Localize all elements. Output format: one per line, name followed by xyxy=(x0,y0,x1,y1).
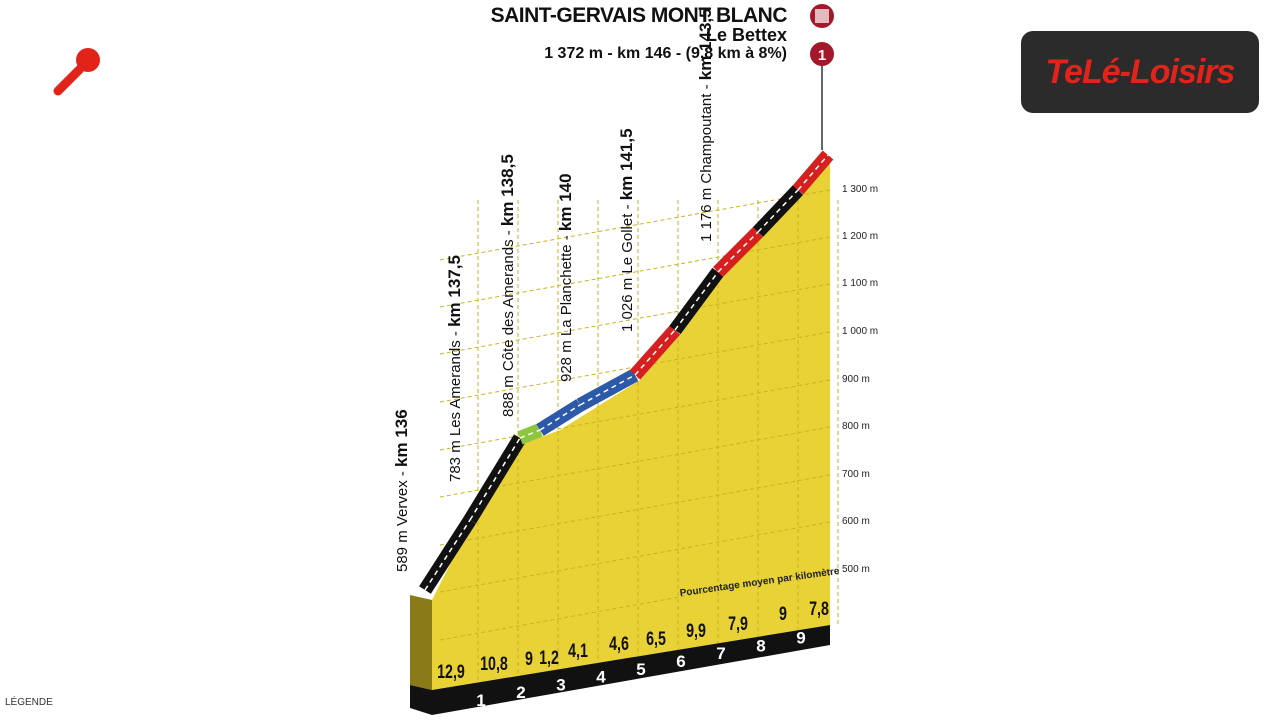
elevation-gridline xyxy=(439,283,831,355)
waypoint-km: km 140 xyxy=(556,173,575,232)
terrain-fill xyxy=(432,160,830,690)
svg-text:1: 1 xyxy=(818,47,826,64)
elevation-gridline xyxy=(439,236,831,308)
km-mark: 5 xyxy=(636,660,645,679)
waypoint-label: 589 m Vervex - km 136 xyxy=(392,409,412,572)
road-centerline xyxy=(634,329,676,376)
elevation-tick: 700 m xyxy=(842,469,870,480)
gradient-value: 7,9 xyxy=(728,613,748,634)
road-centerline xyxy=(519,429,541,439)
logo-text: TeLé-Loisirs xyxy=(1045,52,1236,91)
category-badge: 1 xyxy=(810,42,834,66)
waypoint-label: 1 026 m Le Gollet - km 141,5 xyxy=(617,128,637,332)
tele-loisirs-logo: TeLé-Loisirs xyxy=(1021,31,1259,113)
km-mark: 1 xyxy=(476,691,485,710)
waypoint-km: km 141,5 xyxy=(617,128,636,201)
road-centerline xyxy=(424,519,471,591)
waypoint-label: 783 m Les Amerands - km 137,5 xyxy=(445,255,465,482)
checkered-flag-icon xyxy=(810,4,834,28)
gradient-value: 1,2 xyxy=(539,647,559,668)
waypoint-alt-name: 783 m Les Amerands - xyxy=(447,326,464,482)
waypoint-alt-name: 928 m La Planchette - xyxy=(558,231,575,382)
elevation-tick: 1 000 m xyxy=(842,326,879,337)
road-centerline xyxy=(539,404,581,431)
km-mark: 8 xyxy=(756,636,765,655)
climb-subtitle: Le Bettex xyxy=(705,25,787,45)
elevation-gridline xyxy=(439,426,831,498)
km-band xyxy=(410,625,830,715)
gradient-value: 7,8 xyxy=(809,598,829,619)
climb-info: 1 372 m - km 146 - (9,8 km à 8%) xyxy=(544,45,787,62)
waypoint-alt-name: 1 026 m Le Gollet - xyxy=(619,200,636,332)
gradient-value: 6,5 xyxy=(646,628,666,649)
waypoint-km: km 136 xyxy=(392,409,411,467)
elevation-gridline xyxy=(439,521,831,593)
elevation-gridline xyxy=(439,379,831,451)
gradient-value: 12,9 xyxy=(437,661,465,682)
waypoint-km: km 143,5 xyxy=(696,8,715,81)
road-centerline xyxy=(674,271,719,331)
waypoint-km: km 138,5 xyxy=(498,154,517,227)
elevation-tick: 1 100 m xyxy=(842,278,879,289)
gradient-value: 4,6 xyxy=(609,633,629,654)
climb-title: SAINT-GERVAIS MONT BLANC xyxy=(490,4,788,27)
legend-label: LÉGENDE xyxy=(5,697,53,708)
km-mark: 3 xyxy=(556,675,565,694)
elevation-tick: 800 m xyxy=(842,421,870,432)
gradient-value: 9 xyxy=(779,603,787,624)
km-mark: 7 xyxy=(716,644,725,663)
road-centerline xyxy=(757,189,799,233)
gradient-value: 9 xyxy=(525,648,533,669)
elevation-tick: 600 m xyxy=(842,516,870,527)
elevation-tick: 900 m xyxy=(842,374,870,385)
waypoint-alt-name: 589 m Vervex - xyxy=(394,466,411,572)
elevation-gridline xyxy=(439,474,831,546)
microphone-icon xyxy=(53,48,100,96)
elevation-tick: 1 200 m xyxy=(842,231,879,242)
gradient-value: 4,1 xyxy=(568,640,588,661)
road-centerline xyxy=(717,231,759,273)
waypoint-alt-name: 888 m Côte des Amerands - xyxy=(500,226,517,417)
road-centerline xyxy=(797,154,829,191)
elevation-tick: 1 300 m xyxy=(842,184,879,195)
terrain-side xyxy=(410,595,432,690)
elevation-gridline xyxy=(439,189,831,261)
km-mark: 9 xyxy=(796,629,805,648)
waypoint-label: 1 176 m Champoutant - km 143,5 xyxy=(696,8,716,242)
road-centerline xyxy=(469,437,521,521)
waypoint-alt-name: 1 176 m Champoutant - xyxy=(698,80,715,242)
km-mark: 4 xyxy=(596,668,606,687)
gradient-value: 9,9 xyxy=(686,620,706,641)
waypoint-label: 888 m Côte des Amerands - km 138,5 xyxy=(498,154,518,417)
km-mark: 6 xyxy=(676,652,685,671)
gradient-value: 10,8 xyxy=(480,653,508,674)
waypoint-km: km 137,5 xyxy=(445,255,464,327)
km-mark: 2 xyxy=(516,683,525,702)
elevation-tick: 500 m xyxy=(842,564,870,575)
elevation-gridline xyxy=(439,569,831,641)
road-centerline xyxy=(579,374,636,406)
waypoint-label: 928 m La Planchette - km 140 xyxy=(556,173,576,382)
